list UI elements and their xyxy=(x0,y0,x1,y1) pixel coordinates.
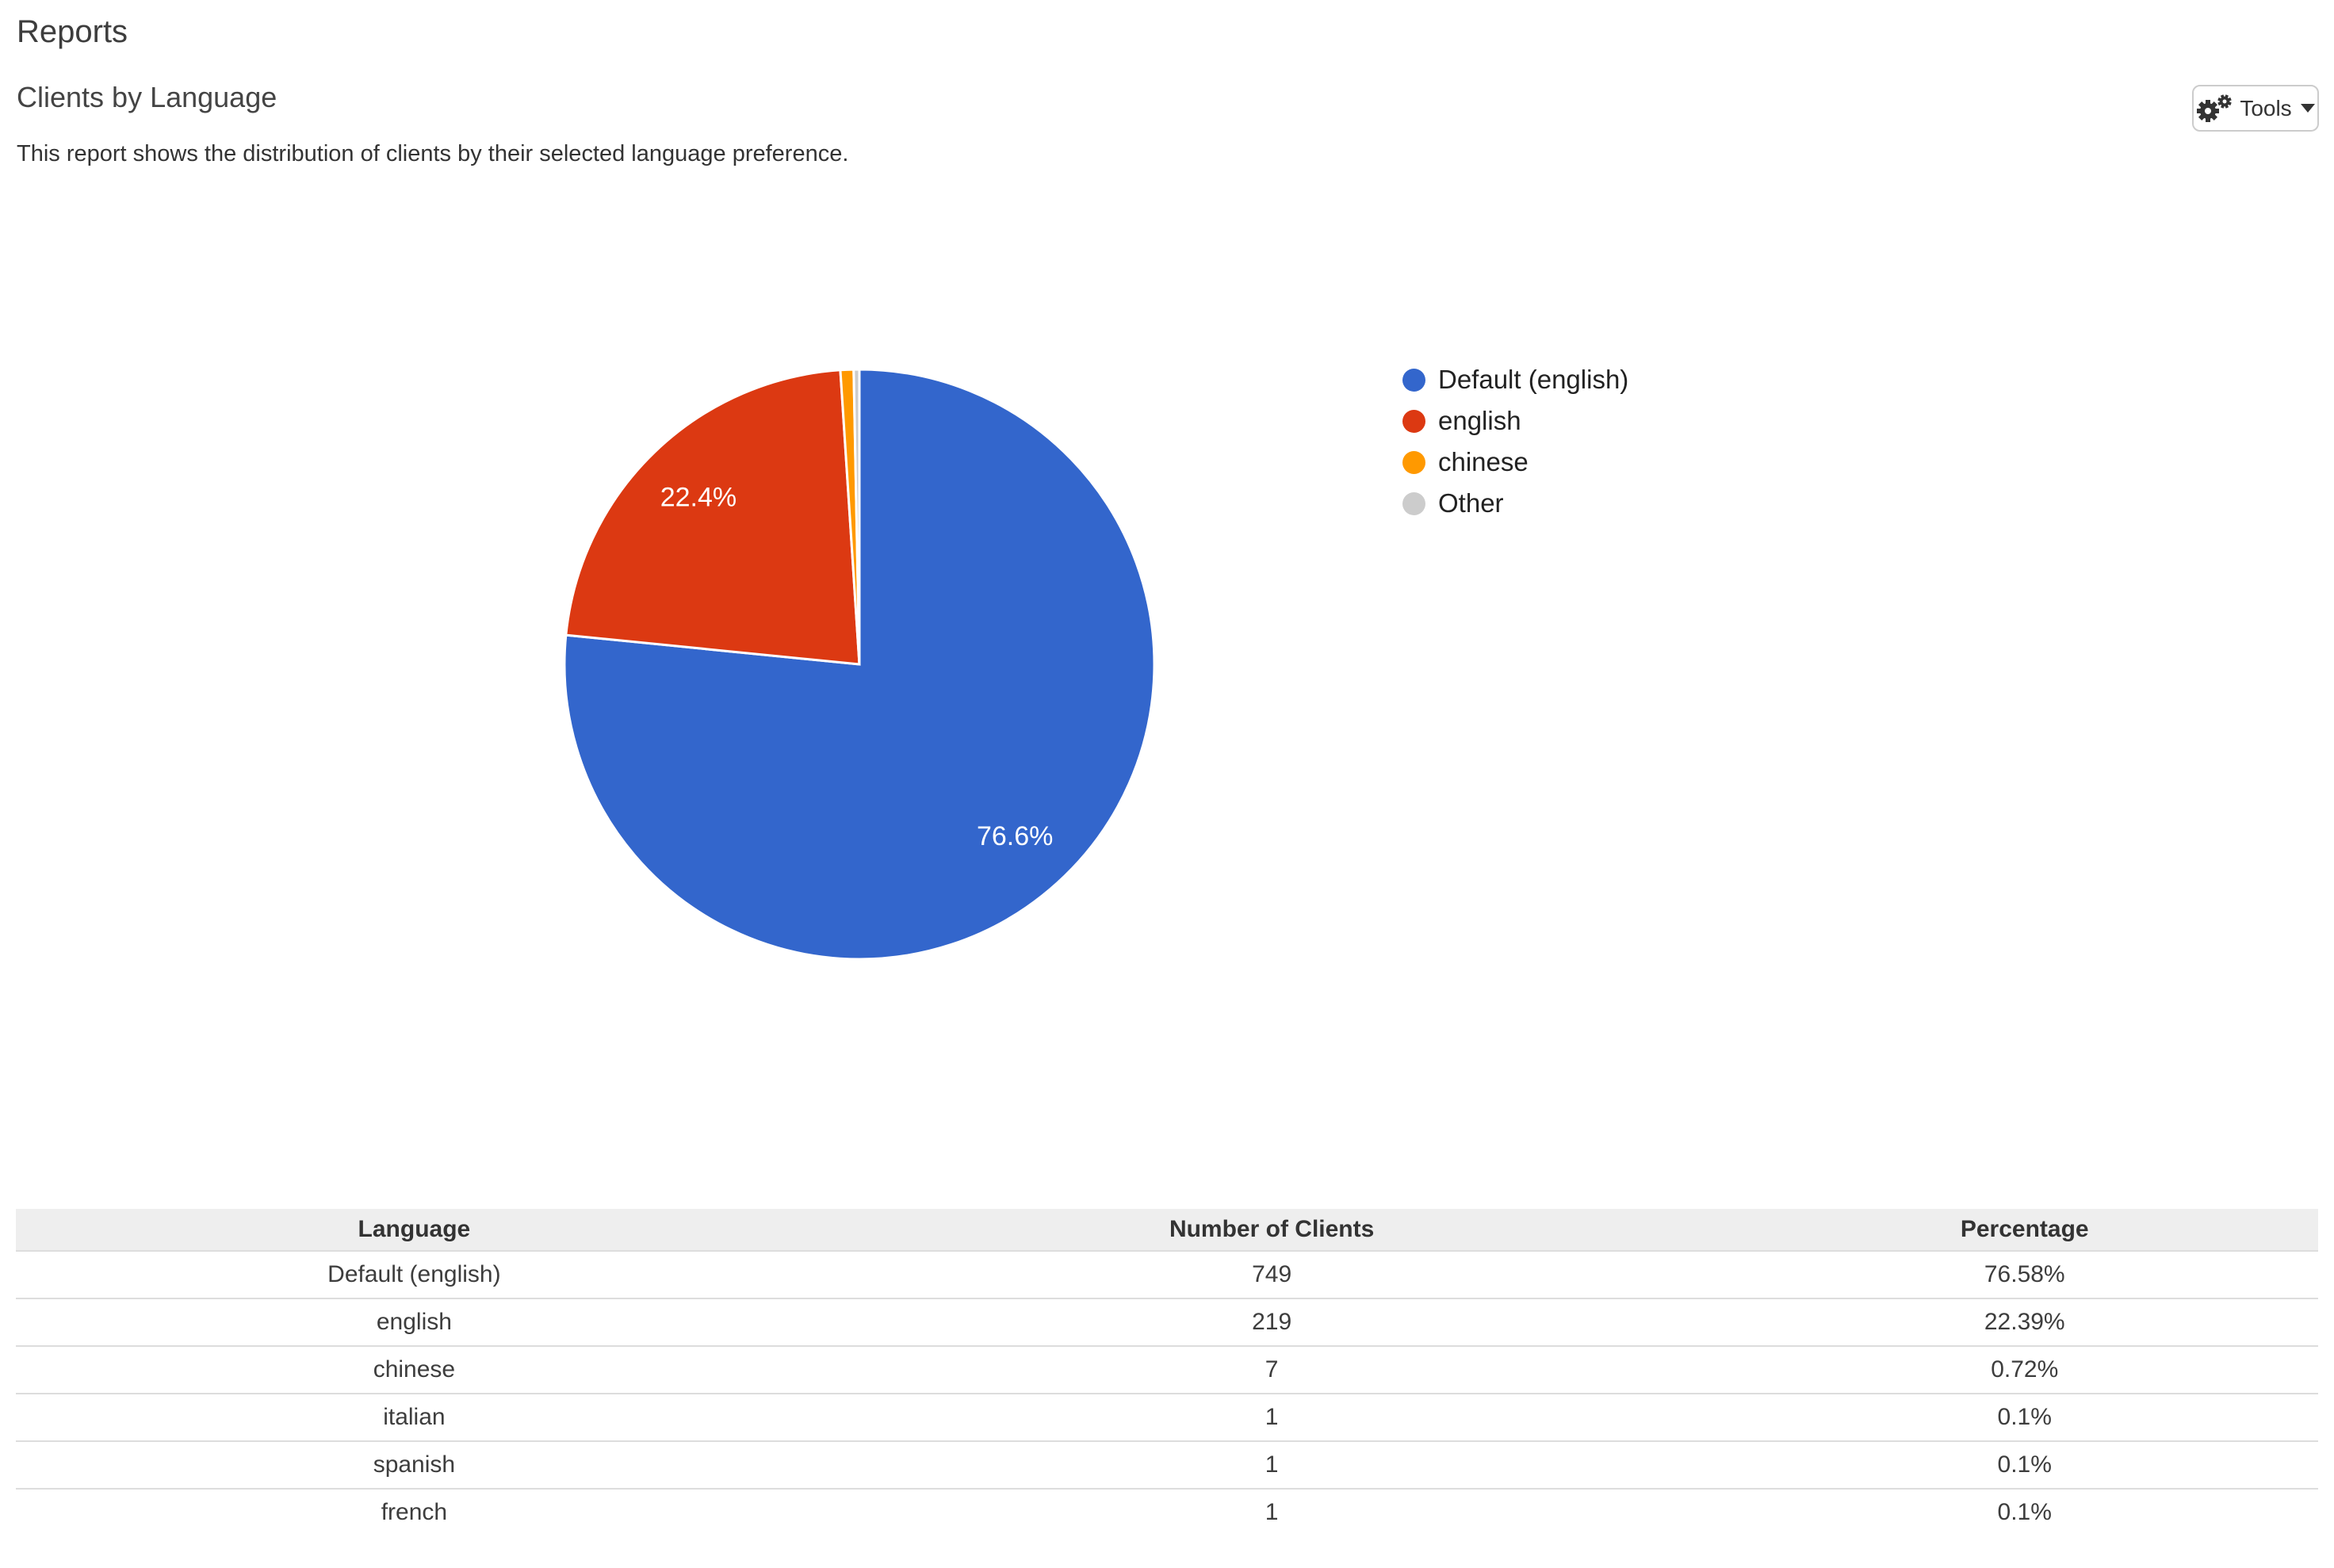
column-header-number-of-clients: Number of Clients xyxy=(812,1209,1731,1251)
pie-slice-other[interactable] xyxy=(852,368,861,665)
table-cell: 219 xyxy=(812,1298,1731,1346)
column-header-language: Language xyxy=(16,1209,813,1251)
table-cell: 76.58% xyxy=(1731,1250,2318,1298)
table-cell: 0.1% xyxy=(1731,1440,2318,1489)
pie-slice-default-english[interactable] xyxy=(563,368,1156,961)
table-cell: 749 xyxy=(812,1250,1731,1298)
tools-button-label: Tools xyxy=(2240,95,2292,120)
tools-button[interactable]: Tools xyxy=(2192,85,2319,132)
report-table: Language Number of Clients Percentage Defa… xyxy=(16,1209,2318,1535)
legend-color-dot xyxy=(1402,368,1425,392)
table-header-row: Language Number of Clients Percentage xyxy=(16,1209,2318,1251)
table-row-english: english 219 22.39% xyxy=(16,1298,2318,1346)
legend-item-english: english xyxy=(1402,400,1628,442)
table-cell: 7 xyxy=(812,1345,1731,1394)
legend-label: english xyxy=(1438,406,1521,435)
legend-color-dot xyxy=(1402,491,1425,515)
table-cell: 0.72% xyxy=(1731,1345,2318,1394)
table-cell: Default (english) xyxy=(16,1250,813,1298)
legend-item-chinese: chinese xyxy=(1402,442,1628,483)
pie-chart: 76.6%22.4% xyxy=(563,368,1156,961)
table-cell: spanish xyxy=(16,1440,813,1489)
legend-item-other: Other xyxy=(1402,483,1628,524)
table-cell: 0.1% xyxy=(1731,1393,2318,1441)
gears-icon xyxy=(2196,93,2233,124)
report-title: Clients by Language xyxy=(17,81,277,113)
table-cell: italian xyxy=(16,1393,813,1441)
table-row-chinese: chinese 7 0.72% xyxy=(16,1345,2318,1394)
pie-slice-english[interactable] xyxy=(564,369,861,666)
table-cell: chinese xyxy=(16,1345,813,1394)
table-body: Default (english) 749 76.58% english 219 22.3… xyxy=(16,1250,2318,1535)
table-row-spanish: spanish 1 0.1% xyxy=(16,1440,2318,1489)
page-title: Reports xyxy=(17,14,128,49)
table-row-italian: italian 1 0.1% xyxy=(16,1393,2318,1441)
column-header-percentage: Percentage xyxy=(1731,1209,2318,1251)
report-description: This report shows the distribution of cl… xyxy=(17,141,849,166)
caret-down-icon xyxy=(2300,104,2315,113)
table-cell: french xyxy=(16,1488,813,1535)
table-row-french: french 1 0.1% xyxy=(16,1488,2318,1535)
table-cell: 1 xyxy=(812,1488,1731,1535)
table-cell: english xyxy=(16,1298,813,1346)
table-cell: 0.1% xyxy=(1731,1488,2318,1535)
table-row-default-english: Default (english) 749 76.58% xyxy=(16,1250,2318,1298)
table-cell: 1 xyxy=(812,1440,1731,1489)
legend-color-dot xyxy=(1402,450,1425,474)
legend-color-dot xyxy=(1402,409,1425,433)
legend-item-default-english: Default (english) xyxy=(1402,359,1628,400)
table-cell: 22.39% xyxy=(1731,1298,2318,1346)
legend-label: Default (english) xyxy=(1438,365,1629,394)
legend-label: Other xyxy=(1438,488,1504,518)
legend-label: chinese xyxy=(1438,447,1529,476)
chart-legend: Default (english) english chinese Other xyxy=(1402,359,1628,524)
table-cell: 1 xyxy=(812,1393,1731,1441)
